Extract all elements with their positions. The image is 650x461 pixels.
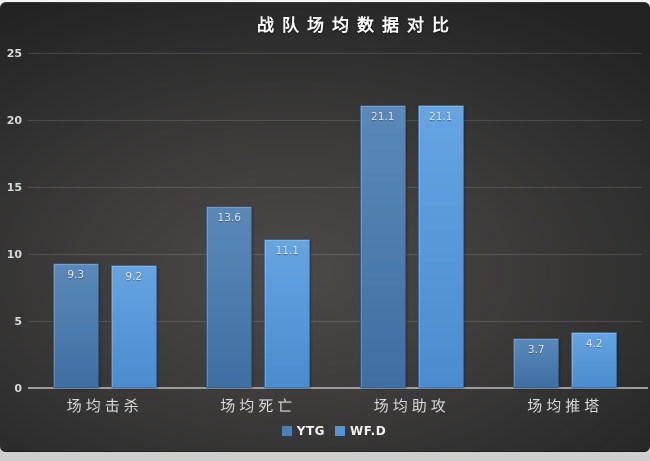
horizontal-gridline xyxy=(28,187,642,188)
horizontal-gridline xyxy=(28,53,642,54)
bar-wfd-3: 4.2 xyxy=(571,331,618,388)
legend-series-label: YTG xyxy=(296,424,326,438)
horizontal-gridline xyxy=(28,254,642,255)
y-axis-tick-label: 25 xyxy=(6,47,22,60)
bar-value-label: 3.7 xyxy=(527,344,545,357)
bar-value-label: 13.6 xyxy=(217,211,241,224)
bar-value-label: 9.2 xyxy=(125,270,143,283)
horizontal-gridline xyxy=(28,321,642,322)
horizontal-gridline xyxy=(28,120,642,121)
legend-swatch-icon xyxy=(335,426,346,436)
x-axis-category-label: 场均助攻 xyxy=(373,397,450,415)
y-axis-tick-label: 5 xyxy=(14,315,22,328)
bar-wfd-2: 21.1 xyxy=(417,105,464,388)
y-axis-tick-label: 0 xyxy=(14,382,22,395)
bar-wfd-1: 11.1 xyxy=(264,239,311,388)
x-axis-category-label: 场均击杀 xyxy=(66,397,143,415)
x-axis-category-label: 场均推塔 xyxy=(527,397,604,415)
chart-title: 战队场均数据对比 xyxy=(257,16,457,36)
legend-swatch-icon xyxy=(281,426,292,436)
bar-value-label: 21.1 xyxy=(429,111,453,124)
bar-value-label: 11.1 xyxy=(275,245,299,258)
bar-value-label: 4.2 xyxy=(585,337,603,350)
legend-item-ytg: YTG xyxy=(281,424,326,438)
x-axis-line xyxy=(28,387,648,389)
chart-legend: YTG WF.D xyxy=(0,424,650,438)
legend-item-wfd: WF.D xyxy=(335,424,386,438)
bar-value-label: 9.3 xyxy=(67,269,85,282)
bar-ytg-3: 3.7 xyxy=(513,338,560,388)
bar-wfd-0: 9.2 xyxy=(110,264,157,388)
y-axis-tick-label: 20 xyxy=(6,114,22,127)
y-axis-tick-label: 10 xyxy=(6,248,22,261)
bar-value-label: 21.1 xyxy=(371,111,395,124)
bar-ytg-2: 21.1 xyxy=(359,105,406,388)
x-axis-category-label: 场均死亡 xyxy=(220,397,297,415)
bar-ytg-1: 13.6 xyxy=(206,205,253,388)
bar-ytg-0: 9.3 xyxy=(52,263,99,388)
y-axis-tick-label: 15 xyxy=(6,181,22,194)
legend-series-label: WF.D xyxy=(350,424,387,438)
